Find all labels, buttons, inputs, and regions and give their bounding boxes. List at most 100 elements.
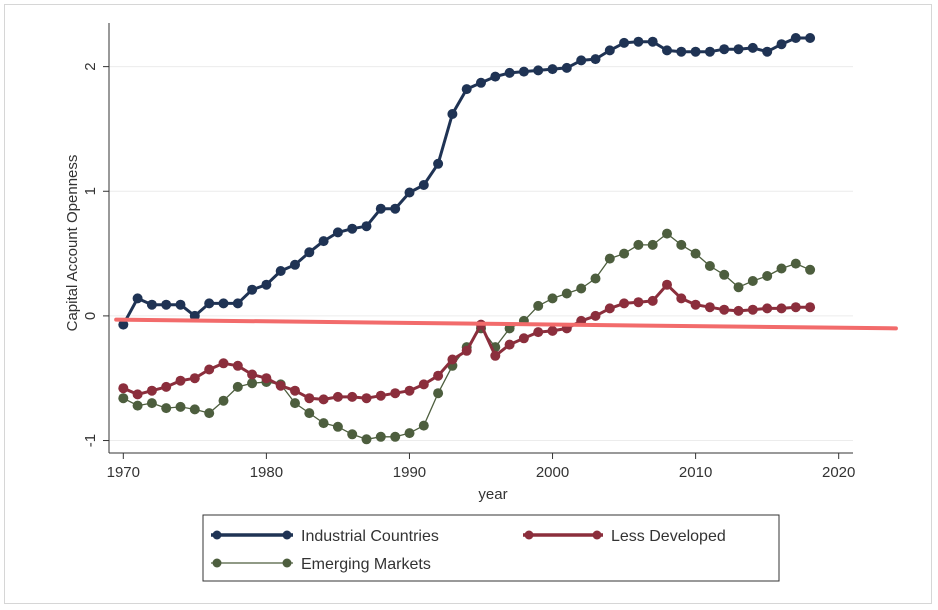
data-point (218, 358, 229, 369)
data-point (390, 203, 401, 214)
data-point (433, 370, 444, 381)
legend-marker (592, 530, 602, 540)
data-point (747, 42, 758, 53)
data-point (161, 403, 172, 414)
legend-label-less-developed: Less Developed (611, 528, 726, 545)
data-point (747, 276, 758, 286)
gridlines (109, 66, 853, 442)
data-point (576, 55, 587, 66)
x-tick-label: 1990 (393, 464, 426, 481)
annotation-line (114, 317, 898, 331)
data-point (418, 379, 429, 390)
data-point (318, 236, 329, 247)
legend-marker (212, 558, 222, 568)
data-point (261, 279, 272, 290)
data-point (533, 300, 544, 311)
data-point (476, 77, 486, 88)
data-point (347, 223, 358, 234)
y-ticks: -1 0 1 2 (82, 62, 109, 447)
data-point (662, 228, 672, 239)
data-point (218, 298, 229, 309)
data-point (189, 404, 200, 415)
data-point (576, 283, 587, 294)
data-point (161, 381, 172, 392)
data-point (619, 248, 630, 259)
data-point (690, 46, 701, 57)
data-point (132, 400, 143, 411)
data-point (490, 71, 501, 82)
data-point (204, 364, 215, 375)
data-point (232, 381, 243, 392)
data-point (304, 393, 315, 404)
data-point (318, 418, 329, 429)
figure-frame: -1 0 1 2 1970 1980 1990 2000 2010 2020 Capital A… (4, 4, 932, 604)
data-point (433, 388, 444, 399)
data-point (247, 378, 258, 389)
data-point (375, 390, 386, 401)
data-point (189, 373, 200, 384)
legend-marker (282, 558, 292, 568)
data-point (590, 273, 601, 284)
data-point (604, 45, 615, 56)
data-point (175, 299, 186, 310)
data-point (533, 327, 544, 338)
data-point (290, 398, 300, 409)
y-axis-label: Capital Account Openness (64, 155, 81, 332)
data-point (719, 44, 730, 55)
legend-marker (524, 530, 534, 540)
data-point (332, 227, 343, 238)
legend: Industrial Countries Less Developed Emer… (202, 514, 780, 582)
data-point (189, 310, 200, 321)
data-point (304, 247, 315, 258)
y-tick-label: -1 (82, 434, 99, 447)
data-point (590, 310, 601, 321)
data-point (290, 385, 300, 396)
data-point (447, 109, 458, 119)
data-point (146, 299, 157, 310)
data-point (204, 408, 215, 419)
data-point (547, 64, 558, 75)
data-point (232, 298, 243, 309)
data-point (633, 36, 644, 47)
data-point (290, 259, 300, 270)
series-1 (118, 279, 816, 405)
data-point (433, 158, 444, 169)
data-point (218, 395, 229, 406)
data-point (790, 258, 801, 269)
data-point (619, 298, 630, 309)
data-point (332, 391, 343, 402)
data-point (275, 266, 286, 276)
data-point (375, 203, 386, 214)
data-point (776, 303, 787, 314)
data-point (662, 45, 672, 56)
data-point (347, 391, 358, 402)
data-point (561, 288, 572, 299)
data-point (332, 421, 343, 432)
data-point (232, 360, 243, 371)
data-point (461, 84, 472, 95)
x-tick-label: 2010 (679, 464, 712, 481)
x-ticks: 1970 1980 1990 2000 2010 2020 (107, 453, 855, 481)
data-point (676, 239, 687, 250)
data-point (790, 33, 801, 43)
data-point (805, 302, 816, 313)
data-point (590, 54, 601, 65)
data-point (704, 261, 715, 271)
data-point (633, 297, 644, 308)
data-point (662, 279, 672, 290)
data-point (390, 431, 401, 442)
data-point (418, 180, 429, 190)
series-layer (118, 33, 816, 445)
data-point (118, 319, 129, 330)
data-point (404, 187, 415, 198)
data-point (361, 434, 372, 445)
data-point (733, 282, 744, 293)
x-tick-label: 1980 (250, 464, 283, 481)
data-point (418, 420, 429, 431)
legend-label-emerging: Emerging Markets (301, 556, 431, 573)
data-point (490, 350, 501, 361)
data-point (561, 62, 572, 73)
data-point (547, 325, 558, 336)
data-point (633, 239, 644, 250)
data-point (161, 299, 172, 310)
